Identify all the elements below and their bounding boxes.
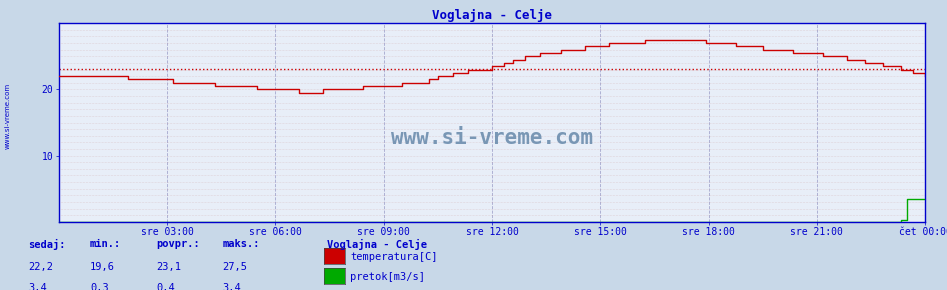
Text: 3,4: 3,4	[28, 283, 47, 290]
Text: min.:: min.:	[90, 239, 121, 249]
Text: sedaj:: sedaj:	[28, 239, 66, 250]
Text: povpr.:: povpr.:	[156, 239, 200, 249]
Text: 19,6: 19,6	[90, 262, 115, 272]
Text: www.si-vreme.com: www.si-vreme.com	[391, 128, 593, 148]
Text: pretok[m3/s]: pretok[m3/s]	[350, 272, 425, 282]
Text: www.si-vreme.com: www.si-vreme.com	[5, 83, 10, 149]
Title: Voglajna - Celje: Voglajna - Celje	[432, 9, 552, 22]
Text: temperatura[C]: temperatura[C]	[350, 252, 438, 262]
Text: 27,5: 27,5	[223, 262, 247, 272]
Text: 3,4: 3,4	[223, 283, 241, 290]
Text: Voglajna - Celje: Voglajna - Celje	[327, 239, 427, 250]
Text: 23,1: 23,1	[156, 262, 181, 272]
Text: 0,4: 0,4	[156, 283, 175, 290]
Text: 0,3: 0,3	[90, 283, 109, 290]
Text: 22,2: 22,2	[28, 262, 53, 272]
Text: maks.:: maks.:	[223, 239, 260, 249]
